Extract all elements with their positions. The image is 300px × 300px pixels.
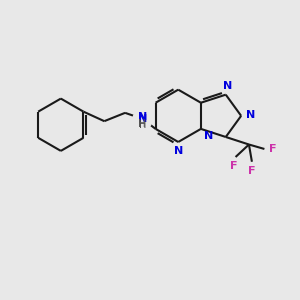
Text: F: F (268, 144, 276, 154)
Text: N: N (138, 112, 147, 122)
Text: H: H (139, 119, 146, 129)
Text: N: N (174, 146, 184, 156)
Text: F: F (230, 160, 238, 171)
Text: N: N (246, 110, 255, 120)
Text: H: H (139, 120, 146, 130)
Text: F: F (248, 166, 256, 176)
Text: N: N (138, 114, 147, 124)
Text: N: N (204, 131, 213, 141)
Text: N: N (223, 81, 232, 91)
